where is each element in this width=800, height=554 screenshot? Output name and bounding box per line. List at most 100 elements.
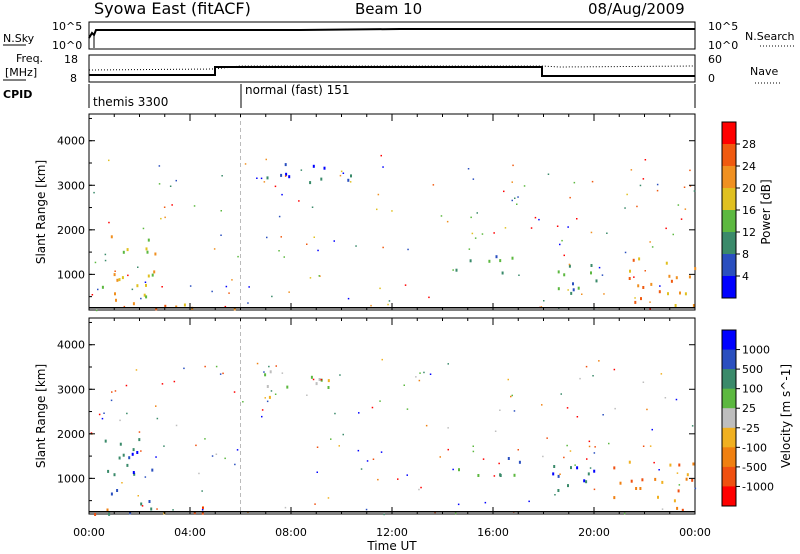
echo-dot [222,372,224,375]
echo-dot [342,433,344,436]
echo-cell [673,499,676,503]
echo-dot [215,365,218,368]
echo-cell [678,463,681,467]
echo-dot [639,184,642,187]
echo-cell [501,271,504,275]
echo-cell [119,442,122,446]
colorbar-segment [722,330,736,351]
echo-cell [513,473,516,477]
echo-dot [511,181,513,183]
colorbar-segment [722,466,736,487]
echo-cell [151,273,154,277]
echo-cell [121,276,124,280]
echo-cell [145,283,147,287]
echo-dot [633,276,635,278]
echo-dot [237,255,239,258]
y-tick-label: 3000 [57,383,85,396]
echo-dot [606,232,608,234]
echo-dot [440,215,443,217]
echo-dot [211,455,214,457]
colorbar-tick-label: -1000 [742,480,774,493]
echo-dot [263,181,266,183]
colorbar-segment [722,447,736,468]
echo-cell [183,303,186,307]
echo-dot [244,163,247,165]
echo-dot [554,494,556,496]
echo-dot [355,245,357,247]
nsky-frame [88,21,696,50]
colorbar-segment [722,254,736,277]
echo-dot [220,234,222,236]
echo-dot [680,218,683,220]
echo-cell [657,495,659,499]
echo-dot [234,463,236,466]
echo-cell [126,248,129,252]
echo-dot [204,365,206,368]
echo-dot [95,309,98,312]
echo-dot [591,180,594,183]
echo-cell [557,489,560,492]
echo-cell [637,284,640,288]
echo-dot [318,275,320,277]
echo-dot [266,236,268,239]
echo-dot [576,218,578,220]
echo-cell [108,512,111,516]
echo-cell [115,298,117,302]
echo-cell [630,479,633,483]
echo-dot [111,391,113,393]
echo-dot [339,374,341,376]
echo-cell [658,290,661,294]
echo-dot [432,184,435,186]
echo-dot [470,216,472,219]
echo-dot [211,290,213,293]
station-title: Syowa East (fitACF) [94,0,251,18]
echo-dot [261,415,263,418]
echo-dot [377,193,380,196]
echo-dot [281,372,284,374]
echo-dot [624,207,626,209]
echo-dot [330,438,332,440]
echo-dot [493,232,495,234]
echo-dot [131,288,134,291]
echo-dot [454,512,457,515]
velocity-ylabel: Slant Range [km] [34,364,48,468]
echo-cell [350,174,352,178]
echo-dot [642,381,645,383]
echo-dot [649,445,652,447]
echo-dot [689,185,692,187]
echo-cell [613,466,616,470]
echo-dot [183,367,185,370]
echo-dot [189,285,192,287]
echo-dot [158,165,161,167]
echo-dot [567,289,569,291]
echo-dot [613,368,616,371]
echo-dot [306,243,308,245]
echo-dot [314,503,316,505]
echo-cell [576,466,579,470]
echo-cell [347,178,350,182]
time-tick-label: 00:00 [679,526,711,539]
echo-dot [481,233,484,235]
echo-dot [510,395,512,398]
echo-dot [333,240,335,242]
echo-dot [542,455,544,458]
echo-dot [156,417,159,420]
echo-cell [641,478,644,482]
echo-cell [118,456,121,460]
echo-cell [122,453,125,457]
echo-dot [511,199,513,202]
echo-cell [635,487,638,490]
echo-dot [127,274,129,277]
echo-dot [266,400,269,403]
echo-dot [137,495,139,497]
echo-cell [148,500,151,503]
nave-label: Nave [750,65,778,78]
echo-cell [315,382,318,386]
echo-cell [310,375,313,379]
echo-dot [407,248,409,251]
colorbar-segment [722,166,736,189]
echo-dot [193,205,196,207]
nsearch-bottom-tick: 10^0 [708,39,738,52]
echo-dot [366,460,369,462]
echo-cell [552,472,555,476]
